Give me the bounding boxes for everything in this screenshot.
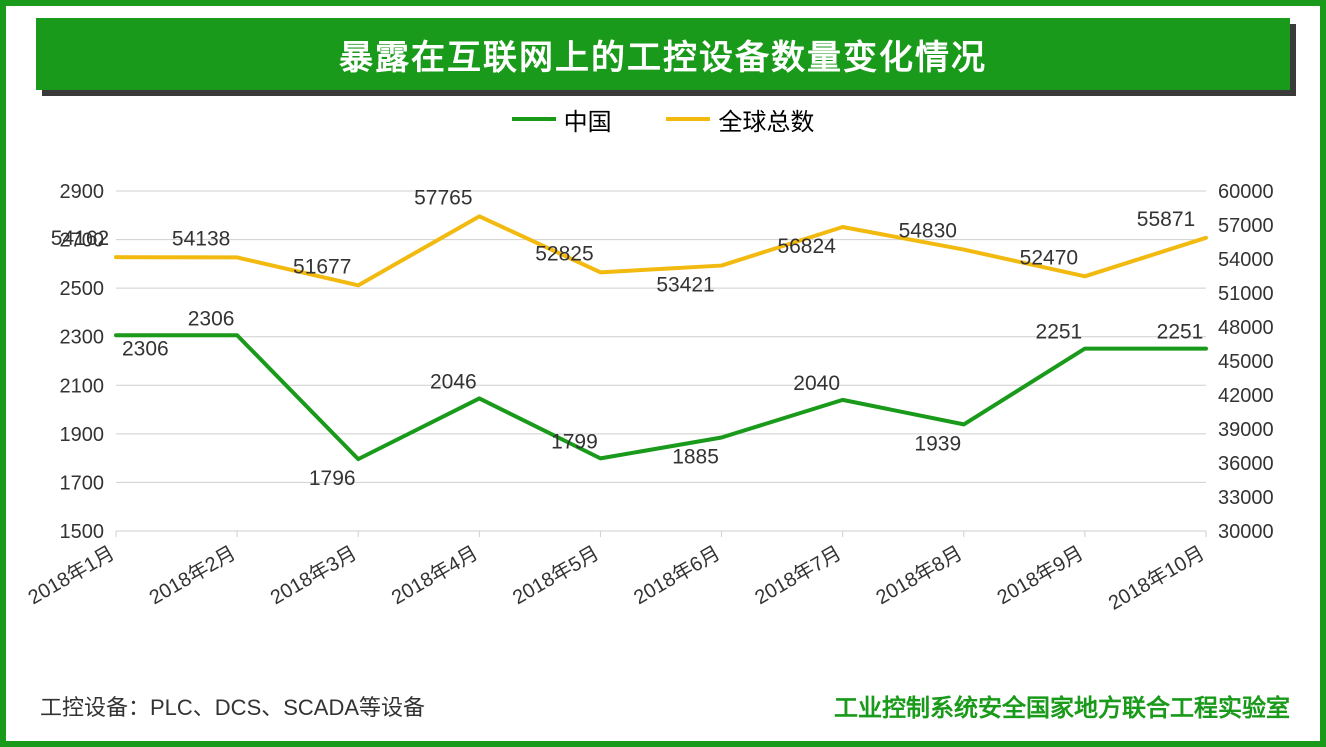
svg-text:2018年3月: 2018年3月	[266, 541, 360, 609]
svg-text:52825: 52825	[535, 242, 593, 265]
svg-text:2018年8月: 2018年8月	[872, 541, 966, 609]
title-wrap: 暴露在互联网上的工控设备数量变化情况	[36, 18, 1290, 90]
legend: 中国 全球总数	[26, 100, 1300, 137]
svg-text:2306: 2306	[188, 307, 235, 330]
legend-label-china: 中国	[564, 102, 612, 137]
svg-text:56824: 56824	[777, 234, 836, 257]
svg-text:2306: 2306	[122, 337, 169, 360]
svg-text:2900: 2900	[60, 181, 105, 203]
svg-text:33000: 33000	[1218, 487, 1274, 509]
svg-text:39000: 39000	[1218, 419, 1274, 441]
svg-text:30000: 30000	[1218, 521, 1274, 543]
svg-text:55871: 55871	[1137, 207, 1195, 230]
legend-swatch-china	[512, 117, 556, 121]
svg-text:57000: 57000	[1218, 215, 1274, 237]
svg-text:1700: 1700	[60, 472, 105, 494]
svg-text:2100: 2100	[60, 375, 105, 397]
svg-text:1796: 1796	[309, 467, 356, 490]
svg-text:51000: 51000	[1218, 283, 1274, 305]
svg-text:2018年4月: 2018年4月	[388, 541, 482, 609]
svg-text:45000: 45000	[1218, 351, 1274, 373]
svg-text:1939: 1939	[914, 432, 961, 455]
footnote: 工控设备：PLC、DCS、SCADA等设备	[40, 690, 425, 722]
svg-text:2500: 2500	[60, 278, 105, 300]
footer: 工控设备：PLC、DCS、SCADA等设备 工业控制系统安全国家地方联合工程实验…	[40, 688, 1290, 723]
svg-text:2251: 2251	[1157, 320, 1204, 343]
chart-frame: 暴露在互联网上的工控设备数量变化情况 中国 全球总数 1500 1700 1900 2…	[0, 0, 1326, 747]
svg-text:2018年2月: 2018年2月	[145, 541, 239, 609]
svg-text:48000: 48000	[1218, 317, 1274, 339]
svg-text:52470: 52470	[1020, 246, 1078, 269]
legend-item-china: 中国	[512, 102, 612, 137]
legend-item-global: 全球总数	[666, 102, 814, 137]
chart-svg: 1500170019002100230025002700290030000330…	[26, 141, 1294, 653]
svg-text:60000: 60000	[1218, 181, 1274, 203]
svg-text:2018年10月: 2018年10月	[1105, 541, 1209, 614]
svg-text:51677: 51677	[293, 255, 351, 278]
svg-text:2018年6月: 2018年6月	[630, 541, 724, 609]
svg-text:1799: 1799	[551, 430, 598, 453]
chart-title: 暴露在互联网上的工控设备数量变化情况	[36, 18, 1290, 90]
chart-area: 中国 全球总数 15001700190021002300250027002900…	[26, 100, 1300, 660]
svg-text:53421: 53421	[656, 273, 714, 296]
svg-text:2018年5月: 2018年5月	[509, 541, 603, 609]
svg-text:54138: 54138	[172, 227, 230, 250]
svg-text:54000: 54000	[1218, 249, 1274, 271]
svg-text:54830: 54830	[899, 219, 957, 242]
svg-text:1500: 1500	[60, 521, 105, 543]
svg-text:2040: 2040	[793, 371, 840, 394]
svg-text:2046: 2046	[430, 370, 477, 393]
svg-text:36000: 36000	[1218, 453, 1274, 475]
svg-text:2018年9月: 2018年9月	[993, 541, 1087, 609]
legend-swatch-global	[666, 117, 710, 121]
lab-name: 工业控制系统安全国家地方联合工程实验室	[834, 688, 1290, 723]
svg-text:42000: 42000	[1218, 385, 1274, 407]
svg-text:1900: 1900	[60, 423, 105, 445]
svg-text:2018年1月: 2018年1月	[26, 541, 118, 609]
svg-text:1885: 1885	[672, 445, 719, 468]
svg-text:2300: 2300	[60, 326, 105, 348]
svg-text:54162: 54162	[51, 227, 109, 250]
legend-label-global: 全球总数	[718, 102, 814, 137]
svg-text:2251: 2251	[1036, 320, 1083, 343]
svg-text:57765: 57765	[414, 186, 472, 209]
svg-text:2018年7月: 2018年7月	[751, 541, 845, 609]
